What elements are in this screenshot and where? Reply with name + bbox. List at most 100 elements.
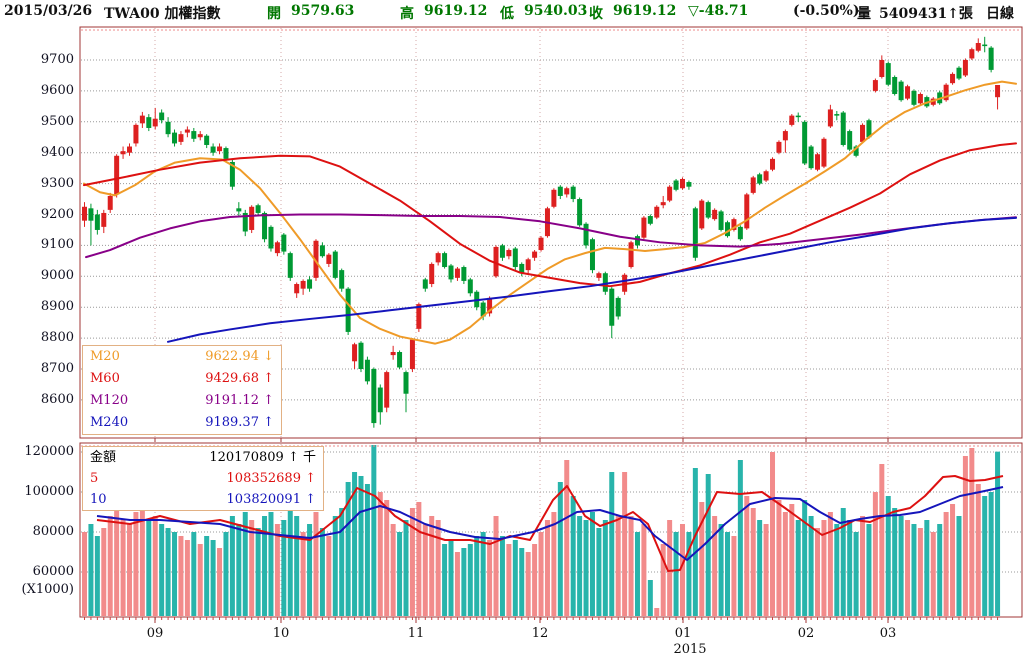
volume-axis-tick: 100000	[24, 484, 74, 499]
candle-body	[776, 141, 782, 153]
candle-body	[866, 120, 872, 138]
candle-body	[647, 216, 653, 224]
price-ma-line-M20	[83, 80, 1017, 345]
candle-body	[956, 67, 962, 79]
volume-bar	[358, 476, 364, 616]
candle-body	[821, 138, 827, 167]
candle-body	[217, 146, 223, 152]
candle-body	[281, 234, 287, 252]
candle-body	[609, 288, 615, 326]
volume-bar	[795, 520, 801, 616]
ma-legend: M20 9622.94 ↓ M60 9429.68 ↑ M120 9191.12 ↑ M24…	[82, 345, 282, 435]
volume-bar	[872, 492, 878, 616]
candle-body	[969, 49, 975, 59]
candle-body	[634, 236, 640, 246]
volume-bar	[544, 520, 550, 616]
volume-bar	[962, 456, 968, 616]
volume-bar	[281, 520, 287, 616]
candle-body	[995, 84, 1001, 98]
month-axis-label: 10	[272, 626, 290, 641]
volume-bar	[988, 492, 994, 616]
volume-bar	[82, 532, 87, 616]
candle-body	[551, 189, 557, 207]
volume-bar	[120, 520, 126, 616]
candle-body	[397, 352, 403, 368]
candle-body	[332, 251, 338, 278]
volume-bar	[770, 452, 776, 616]
volume-bar	[667, 520, 673, 616]
volume-legend-row: 5 108352689 ↑	[83, 468, 323, 489]
volume-bar	[860, 516, 866, 616]
volume-bar	[409, 508, 415, 616]
volume-bar	[847, 520, 853, 616]
candle-body	[615, 297, 621, 317]
volume-bar	[236, 524, 242, 616]
candle-body	[229, 161, 235, 187]
volume-legend-row-value: 120170809 ↑ 千	[209, 450, 316, 465]
volume-bar	[532, 544, 538, 616]
volume-bar	[384, 500, 390, 616]
volume-bar	[622, 472, 628, 616]
volume-bar	[943, 512, 949, 616]
candle-body	[120, 151, 126, 155]
price-panel-border	[79, 26, 1023, 439]
candle-body	[165, 121, 171, 135]
candle-body	[808, 146, 814, 169]
volume-bar	[821, 520, 827, 616]
volume-bar	[577, 516, 583, 616]
candle-body	[802, 121, 808, 164]
volume-bar	[307, 524, 313, 616]
volume-bar	[429, 516, 435, 616]
candle-body	[557, 186, 563, 196]
volume-bar	[802, 500, 808, 616]
candle-body	[763, 171, 769, 181]
volume-bar	[840, 508, 846, 616]
volume-bar	[686, 532, 692, 616]
volume-legend-row: 金額 120170809 ↑ 千	[83, 447, 323, 468]
volume-bar	[403, 520, 409, 616]
price-axis-tick: 9200	[40, 206, 74, 222]
candle-body	[287, 253, 293, 278]
volume-bar	[917, 528, 923, 616]
month-axis-label: 02	[797, 626, 815, 641]
candle-body	[262, 212, 268, 240]
price-axis-tick: 9500	[40, 113, 74, 129]
volume-bar	[262, 516, 268, 616]
volume-bar	[589, 512, 595, 616]
candle-body	[628, 242, 634, 268]
high-label: 高	[400, 6, 414, 22]
volume-bar	[519, 548, 525, 616]
volume-bar	[499, 536, 505, 616]
ma-legend-row: M20 9622.94 ↓	[83, 346, 281, 368]
volume-bar	[551, 512, 557, 616]
volume-bar	[165, 528, 171, 616]
candle-body	[442, 253, 448, 268]
volume-bar	[242, 512, 248, 616]
ma-legend-row: M60 9429.68 ↑	[83, 368, 281, 390]
volume-bar	[319, 528, 325, 616]
volume-bar	[647, 580, 653, 616]
volume-bar	[731, 536, 737, 616]
candle-body	[879, 60, 885, 77]
price-ma-line-M240	[167, 216, 1017, 343]
volume-bar	[699, 502, 705, 616]
volume-bar	[313, 512, 319, 616]
candle-body	[364, 359, 370, 382]
volume-bar	[139, 508, 145, 616]
quote-date: 2015/03/26	[4, 3, 93, 19]
candle-body	[159, 112, 165, 121]
candle-body	[114, 155, 120, 195]
volume-bar	[133, 512, 139, 616]
ma-legend-row-value: 9429.68 ↑	[205, 371, 274, 386]
close-value: 9619.12	[613, 3, 677, 19]
candle-body	[493, 246, 499, 277]
candle-body	[409, 339, 415, 369]
volume-bar	[371, 445, 377, 616]
volume-bar	[975, 484, 981, 616]
candle-body	[197, 134, 203, 138]
volume-bar	[905, 520, 911, 616]
volume-bar	[892, 508, 898, 616]
volume-value: 5409431↑張	[879, 6, 973, 22]
candle-body	[467, 279, 473, 294]
